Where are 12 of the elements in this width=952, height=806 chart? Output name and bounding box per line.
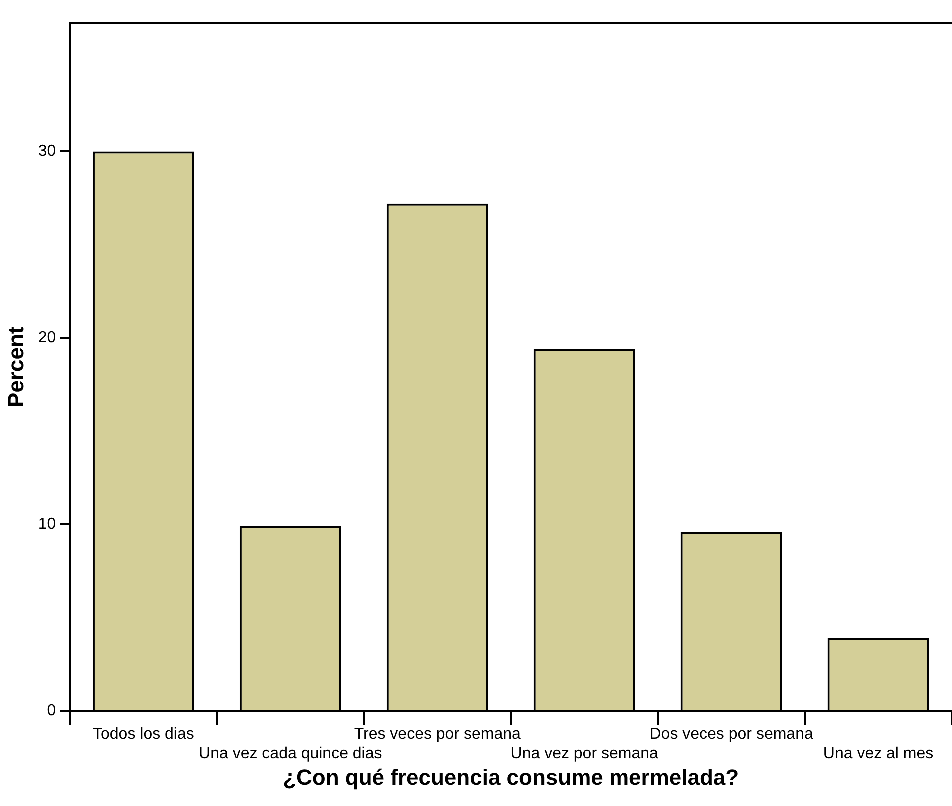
x-tick-label: Una vez por semana [510, 745, 658, 762]
y-tick-label: 30 [38, 143, 56, 160]
x-tick-label: Una vez cada quince dias [199, 745, 382, 762]
y-tick-label: 20 [38, 330, 56, 347]
x-tick-label: Dos veces por semana [650, 726, 814, 744]
y-tick-label: 0 [47, 702, 56, 720]
x-tick-label: Tres veces por semana [354, 726, 522, 744]
x-tick-label: Una vez al mes [823, 745, 934, 762]
x-tick-label: Todos los dias [92, 726, 194, 744]
x-axis-title: ¿Con qué frecuencia consume mermelada? [283, 764, 740, 790]
y-tick-label: 10 [38, 516, 56, 534]
y-axis-title: Percent [3, 326, 28, 408]
